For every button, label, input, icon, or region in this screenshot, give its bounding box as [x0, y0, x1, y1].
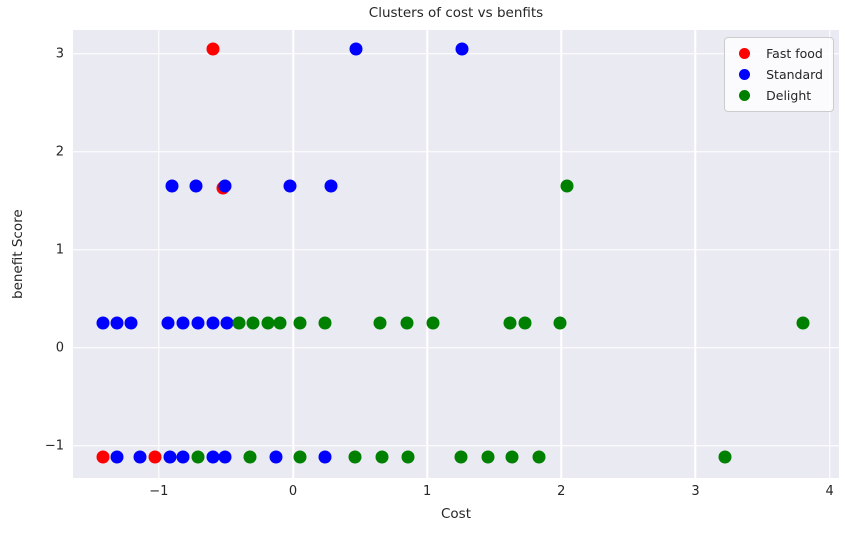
gridline-vertical [694, 30, 697, 478]
data-point-delight [532, 450, 545, 464]
plot-area: Fast food Standard Delight [73, 30, 839, 478]
data-point-delight [373, 316, 387, 330]
data-point-delight [348, 450, 362, 464]
gridline-vertical [426, 30, 428, 478]
data-point-delight [293, 450, 307, 464]
data-point-standard [165, 179, 179, 193]
data-point-standard [455, 42, 469, 56]
data-point-standard [110, 316, 124, 330]
gridline-horizontal [73, 150, 839, 153]
legend-swatch-icon [739, 48, 751, 59]
x-tick-label: 3 [691, 484, 700, 499]
data-point-standard [220, 316, 234, 330]
data-point-delight [273, 316, 287, 330]
x-tick-label: −1 [149, 484, 169, 499]
data-point-fast-food [206, 42, 220, 56]
data-point-standard [324, 179, 338, 193]
legend-label: Standard [766, 67, 823, 82]
legend-label: Fast food [766, 46, 823, 61]
x-tick-label: 2 [557, 484, 566, 499]
y-tick-label: 2 [55, 144, 64, 160]
data-point-delight [454, 450, 468, 464]
data-point-delight [481, 450, 495, 464]
data-point-delight [375, 450, 389, 464]
data-point-delight [518, 316, 532, 330]
gridline-horizontal [73, 52, 839, 55]
data-point-delight [505, 450, 519, 464]
legend-item-standard: Standard [734, 64, 823, 85]
gridline-vertical [292, 30, 294, 478]
data-point-standard [191, 316, 205, 330]
y-axis-ticks: −1 0 1 2 3 [0, 30, 64, 478]
data-point-delight [261, 316, 275, 330]
x-tick-label: 0 [288, 484, 298, 499]
data-point-delight [191, 450, 205, 464]
data-point-delight [400, 316, 414, 330]
gridline-vertical [560, 30, 563, 478]
x-axis-label: Cost [440, 506, 471, 522]
legend-item-delight: Delight [734, 85, 823, 106]
data-point-standard [349, 42, 363, 56]
legend-swatch-icon [739, 69, 751, 80]
legend-label: Delight [766, 88, 812, 103]
legend-item-fast-food: Fast food [734, 43, 823, 64]
data-point-standard [124, 316, 138, 330]
x-tick-label: 4 [825, 484, 834, 499]
gridline-vertical [828, 30, 831, 478]
data-point-standard [218, 179, 232, 193]
chart-title: Clusters of cost vs benfits [368, 5, 544, 21]
data-point-standard [283, 179, 297, 193]
x-tick-label: 1 [423, 484, 432, 499]
data-point-delight [293, 316, 307, 330]
y-tick-label: 1 [55, 242, 64, 258]
data-point-delight [560, 179, 574, 193]
gridline-vertical [158, 30, 160, 478]
data-point-fast-food [96, 450, 109, 464]
x-axis-ticks: −1 0 1 2 3 4 [73, 484, 839, 502]
data-point-delight [503, 316, 517, 330]
data-point-standard [189, 179, 203, 193]
data-point-standard [269, 450, 283, 464]
y-tick-label: 0 [55, 340, 64, 356]
gridline-horizontal [73, 444, 839, 447]
y-tick-label: 3 [55, 46, 64, 62]
data-point-delight [318, 316, 332, 330]
data-point-delight [232, 316, 246, 330]
data-point-delight [243, 450, 257, 464]
data-point-standard [176, 450, 190, 464]
data-point-standard [206, 450, 220, 464]
data-point-delight [401, 450, 415, 464]
data-point-standard [96, 316, 109, 330]
data-point-standard [133, 450, 147, 464]
data-point-standard [218, 450, 232, 464]
data-point-delight [553, 316, 567, 330]
data-point-standard [110, 450, 124, 464]
data-point-delight [246, 316, 260, 330]
data-point-fast-food [148, 450, 162, 464]
data-point-standard [176, 316, 190, 330]
data-point-delight [796, 316, 810, 330]
legend-swatch-icon [739, 90, 751, 101]
data-point-delight [426, 316, 440, 330]
gridline-horizontal [73, 248, 839, 251]
data-point-delight [718, 450, 732, 464]
data-point-standard [318, 450, 332, 464]
y-tick-label: −1 [44, 438, 64, 454]
data-point-standard [163, 450, 177, 464]
data-point-standard [206, 316, 220, 330]
data-point-standard [161, 316, 175, 330]
gridline-horizontal [73, 346, 839, 349]
legend: Fast food Standard Delight [724, 37, 834, 112]
